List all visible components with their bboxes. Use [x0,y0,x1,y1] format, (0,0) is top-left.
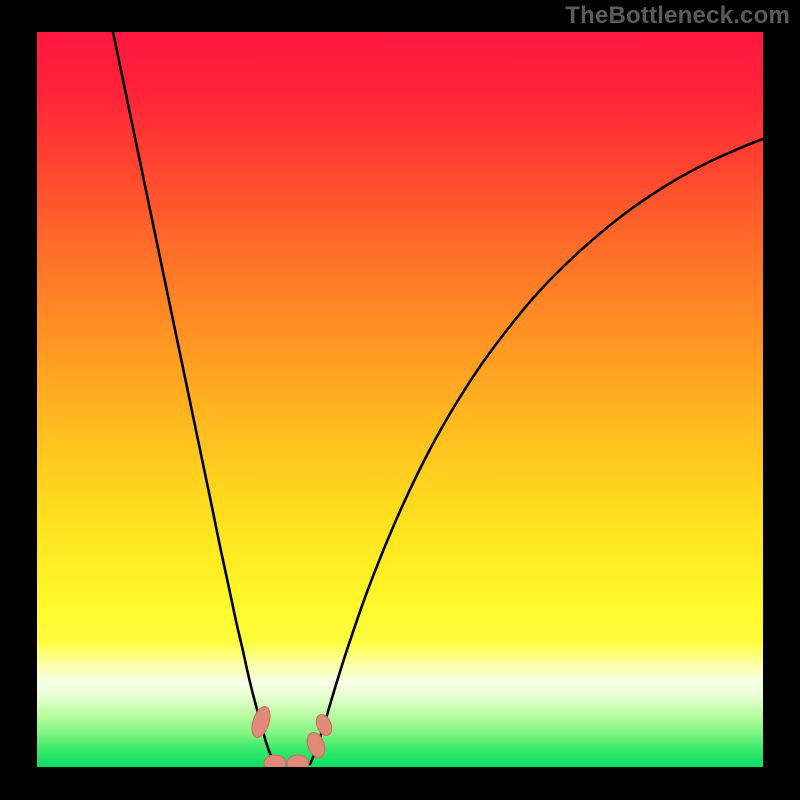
data-point-marker [264,755,286,767]
curve-line [310,139,763,764]
data-point-marker [248,704,273,739]
watermark-text: TheBottleneck.com [565,2,790,30]
curve-line [113,32,275,764]
data-point-marker [287,755,309,767]
curve-svg [37,32,763,767]
plot-area [37,32,763,767]
figure-container: TheBottleneck.com [0,0,800,800]
